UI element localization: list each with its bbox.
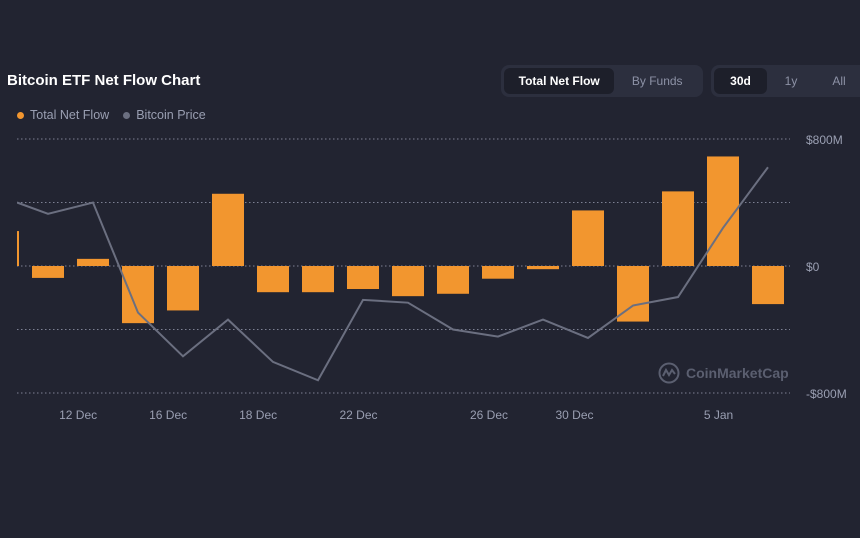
x-tick-label: 26 Dec xyxy=(470,408,508,422)
y-tick-label: $800M xyxy=(806,133,843,147)
net-flow-dot-icon xyxy=(17,111,24,119)
tab-total-net-flow[interactable]: Total Net Flow xyxy=(504,68,615,94)
range-toggle: 30d 1y All xyxy=(711,65,860,97)
net-flow-bar[interactable] xyxy=(662,191,694,266)
net-flow-bar[interactable] xyxy=(122,266,154,324)
net-flow-bar[interactable] xyxy=(0,231,19,266)
x-tick-label: 12 Dec xyxy=(59,408,97,422)
coinmarketcap-watermark: CoinMarketCap xyxy=(658,362,789,384)
watermark-text: CoinMarketCap xyxy=(686,365,789,381)
view-toggle: Total Net Flow By Funds xyxy=(501,65,703,97)
tab-by-funds[interactable]: By Funds xyxy=(631,74,683,88)
range-1y[interactable]: 1y xyxy=(784,74,798,88)
net-flow-bar[interactable] xyxy=(32,266,64,278)
net-flow-bar[interactable] xyxy=(437,266,469,294)
x-tick-label: 18 Dec xyxy=(239,408,277,422)
net-flow-bar[interactable] xyxy=(302,266,334,293)
net-flow-bar[interactable] xyxy=(572,210,604,266)
chart-legend: Total Net Flow Bitcoin Price xyxy=(17,108,206,122)
legend-item-price[interactable]: Bitcoin Price xyxy=(123,108,206,122)
net-flow-bar[interactable] xyxy=(167,266,199,311)
legend-label: Bitcoin Price xyxy=(136,108,206,122)
net-flow-bar[interactable] xyxy=(527,266,559,270)
legend-label: Total Net Flow xyxy=(30,108,110,122)
legend-item-net-flow[interactable]: Total Net Flow xyxy=(17,108,109,122)
net-flow-bar[interactable] xyxy=(347,266,379,290)
net-flow-bar[interactable] xyxy=(77,258,109,266)
range-30d[interactable]: 30d xyxy=(714,68,767,94)
x-tick-label: 5 Jan xyxy=(704,408,733,422)
range-all[interactable]: All xyxy=(832,74,846,88)
page-title: Bitcoin ETF Net Flow Chart xyxy=(7,72,201,89)
net-flow-bar[interactable] xyxy=(392,266,424,297)
net-flow-bar[interactable] xyxy=(482,266,514,279)
net-flow-bar[interactable] xyxy=(257,266,289,293)
net-flow-bar[interactable] xyxy=(752,266,784,305)
price-dot-icon xyxy=(123,111,131,119)
x-tick-label: 22 Dec xyxy=(339,408,377,422)
bitcoin-price-line xyxy=(17,166,769,382)
coinmarketcap-logo-icon xyxy=(658,362,680,384)
x-tick-label: 30 Dec xyxy=(555,408,593,422)
net-flow-bar[interactable] xyxy=(212,193,244,266)
y-tick-label: $0 xyxy=(806,260,820,274)
x-tick-label: 16 Dec xyxy=(149,408,187,422)
net-flow-bar[interactable] xyxy=(707,156,739,266)
y-tick-label: -$800M xyxy=(806,387,847,401)
